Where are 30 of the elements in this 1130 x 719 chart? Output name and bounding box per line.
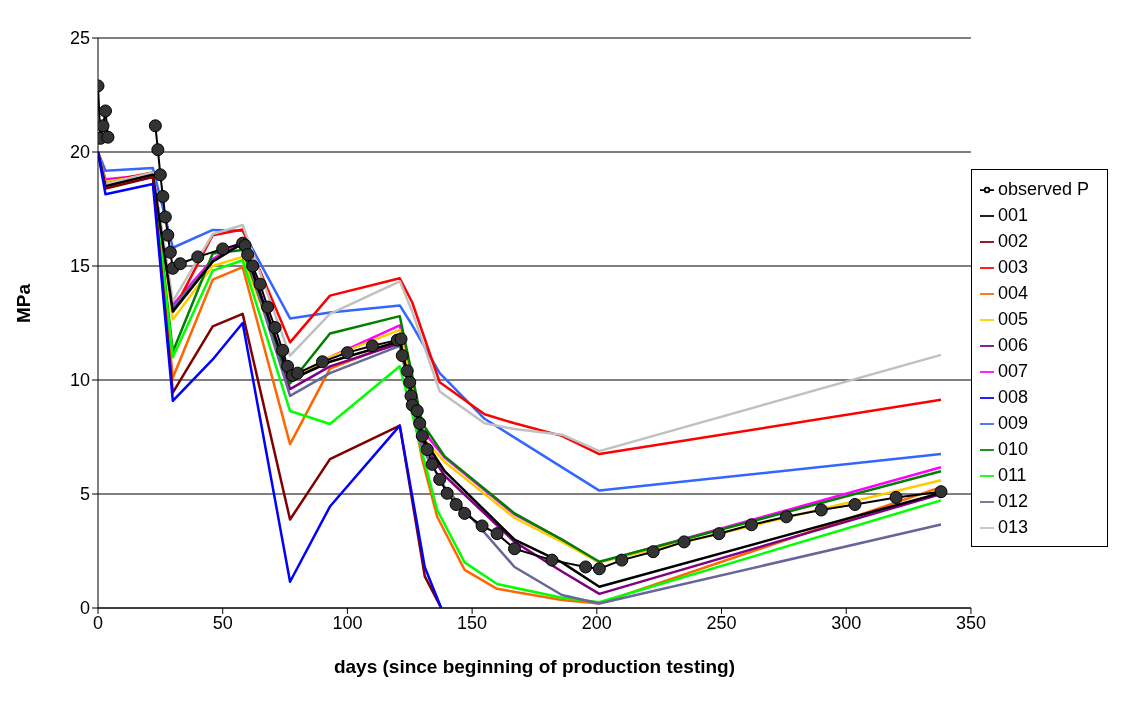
legend-label: 010: [997, 439, 1028, 459]
legend-label: 007: [997, 361, 1028, 381]
y-tick-label: 5: [79, 484, 90, 505]
y-axis-title: MPa: [12, 283, 34, 323]
y-tick-label: 0: [79, 598, 90, 619]
legend-label: 003: [997, 257, 1028, 277]
legend-label: 012: [997, 491, 1028, 511]
legend-label: 013: [997, 517, 1028, 537]
legend-label: 008: [997, 387, 1028, 407]
legend-label: 005: [997, 309, 1028, 329]
x-tick-label: 200: [581, 612, 612, 633]
x-tick-label: 250: [706, 612, 737, 633]
legend-label: 004: [997, 283, 1028, 303]
x-tick-label: 350: [955, 612, 986, 633]
legend-label: 002: [997, 231, 1028, 251]
x-tick-label: 100: [332, 612, 363, 633]
x-tick-label: 50: [212, 612, 233, 633]
y-tick-label: 20: [69, 142, 90, 163]
legend-label: 011: [997, 465, 1027, 485]
y-tick-label: 10: [69, 370, 90, 391]
legend-label: observed P: [997, 179, 1089, 199]
y-tick-label: 25: [69, 28, 90, 49]
x-tick-label: 150: [457, 612, 488, 633]
legend-label: 001: [997, 205, 1028, 225]
y-tick-label: 15: [69, 256, 90, 277]
x-axis-title: days (since beginning of production testing): [333, 656, 736, 677]
x-tick-label: 300: [831, 612, 862, 633]
legend-label: 009: [997, 413, 1028, 433]
legend-label: 006: [997, 335, 1028, 355]
x-tick-label: 0: [92, 612, 104, 633]
